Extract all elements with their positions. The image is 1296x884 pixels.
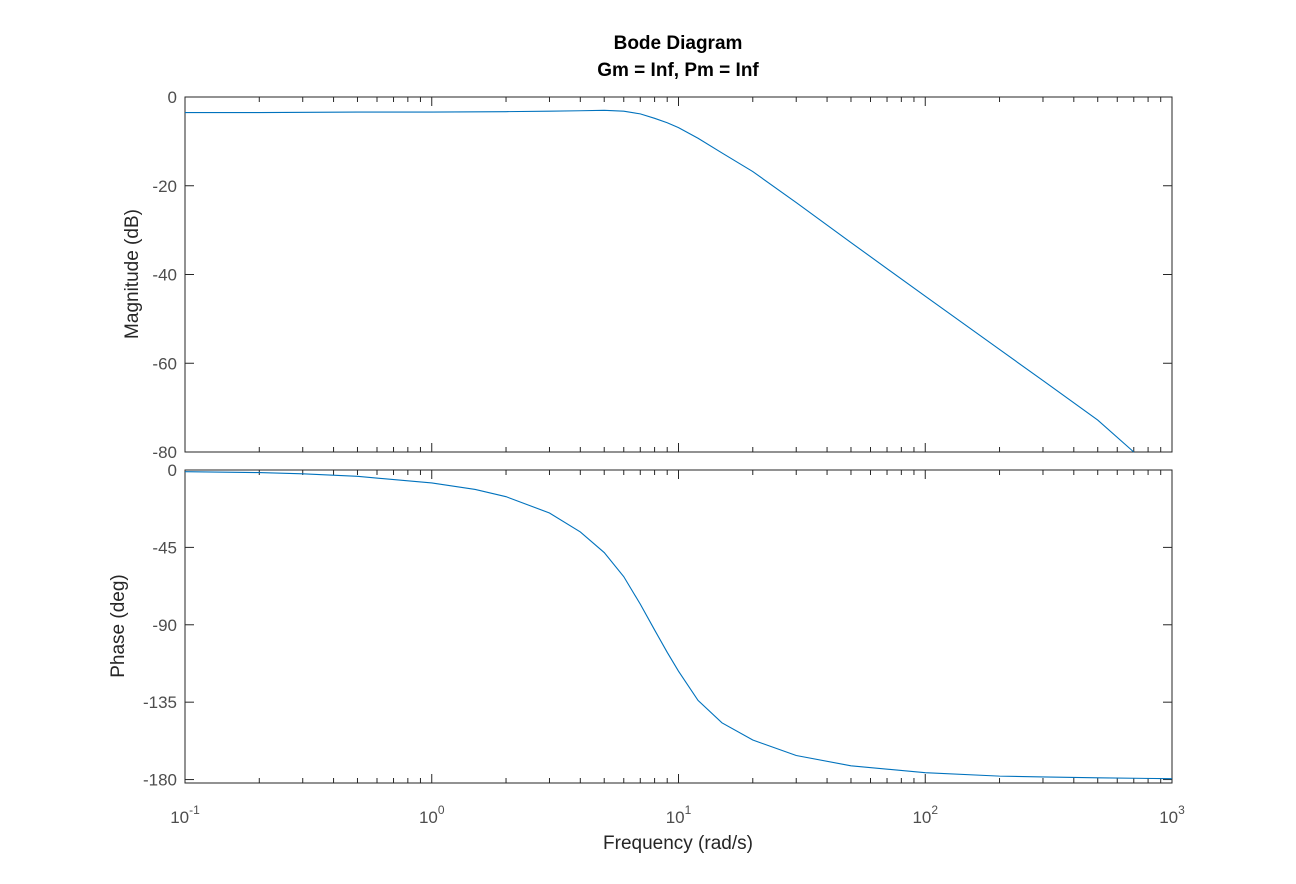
phase-y-tick-label: -135 — [143, 693, 177, 712]
magnitude-y-axis-label: Magnitude (dB) — [122, 209, 143, 339]
x-tick-label: 100 — [419, 803, 445, 827]
magnitude-y-tick-labels: 0 -20 -40 -60 -80 — [152, 88, 177, 462]
phase-y-tick-label: -180 — [143, 771, 177, 790]
x-tick-label: 101 — [666, 803, 692, 827]
phase-series-line — [184, 471, 1173, 780]
chart-subtitle: Gm = Inf, Pm = Inf — [597, 60, 759, 81]
magnitude-y-tick-label: -80 — [152, 443, 177, 462]
phase-y-tick-label: -90 — [152, 616, 177, 635]
x-tick-label: 103 — [1159, 803, 1185, 827]
magnitude-y-tick-label: -60 — [152, 354, 177, 373]
magnitude-y-tick-label: 0 — [168, 88, 177, 107]
magnitude-ticks — [184, 96, 1173, 453]
magnitude-axes-frame — [184, 96, 1173, 453]
phase-y-axis-label: Phase (deg) — [108, 574, 129, 678]
phase-panel: 0 -45 -90 -135 -180 Phase (deg) — [108, 461, 1173, 790]
chart-title: Bode Diagram — [614, 33, 743, 54]
phase-y-tick-label: 0 — [168, 461, 177, 480]
magnitude-y-tick-label: -40 — [152, 266, 177, 285]
magnitude-panel: 0 -20 -40 -60 -80 Magnitude (dB) — [122, 88, 1173, 462]
x-tick-label: 10-1 — [170, 803, 200, 827]
x-axis-label: Frequency (rad/s) — [603, 833, 753, 854]
x-tick-labels: 10-1 100 101 102 103 — [170, 803, 1185, 827]
phase-ticks — [184, 469, 1173, 783]
magnitude-y-tick-label: -20 — [152, 177, 177, 196]
magnitude-series-line — [185, 109, 1135, 453]
x-tick-label: 102 — [912, 803, 938, 827]
phase-axes-frame — [184, 469, 1173, 784]
phase-y-tick-labels: 0 -45 -90 -135 -180 — [143, 461, 177, 790]
phase-y-tick-label: -45 — [152, 538, 177, 557]
